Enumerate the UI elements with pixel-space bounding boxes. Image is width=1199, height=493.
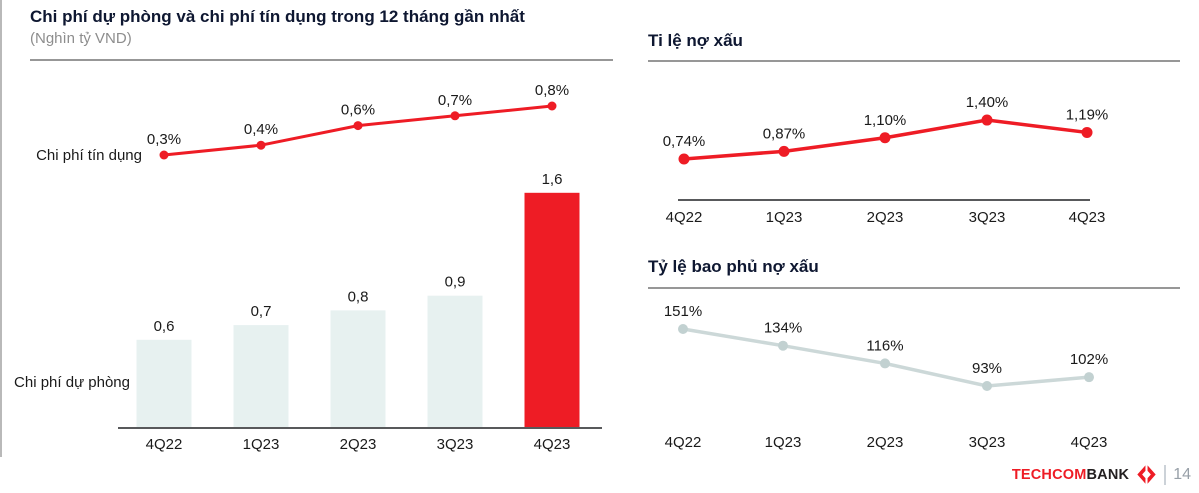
svg-npl-point [981, 114, 993, 126]
svg-npl-value-label: 1,10% [864, 112, 907, 129]
bar-value-label: 0,9 [445, 274, 466, 291]
svg-cov-point [1084, 372, 1094, 383]
provision-bar [136, 339, 192, 428]
credit-cost-point [159, 150, 169, 160]
line-value-label: 0,3% [147, 131, 181, 148]
provision-series-label: Chi phí dự phòng [14, 374, 130, 391]
x-axis-label: 4Q23 [1071, 434, 1108, 451]
x-axis-label: 2Q23 [867, 434, 904, 451]
credit-cost-series-label: Chi phí tín dụng [36, 147, 142, 164]
x-axis-label: 2Q23 [340, 436, 377, 453]
footer-divider [1164, 464, 1167, 485]
svg-cov-value-label: 151% [664, 303, 702, 320]
x-axis-label: 2Q23 [867, 209, 904, 226]
svg-cov-point [982, 381, 992, 392]
provision-bar [233, 325, 289, 428]
svg-cov-value-label: 116% [866, 337, 903, 354]
svg-npl-value-label: 1,40% [966, 94, 1009, 111]
svg-cov-value-label: 93% [972, 360, 1002, 377]
provision-bar [427, 295, 483, 428]
line-value-label: 0,7% [438, 92, 472, 109]
left-title-rule [30, 59, 613, 61]
line-value-label: 0,6% [341, 102, 375, 119]
x-axis-label: 4Q23 [1069, 209, 1106, 226]
brand-techcom: TECHCOM [1011, 466, 1087, 483]
bar-value-label: 0,8 [348, 288, 369, 305]
line-value-label: 0,8% [535, 82, 569, 99]
left-chart-header: Chi phí dự phòng và chi phí tín dụng tro… [30, 6, 615, 47]
x-axis-label: 3Q23 [969, 434, 1006, 451]
svg-cov-value-label: 134% [764, 320, 802, 337]
svg-npl-value-label: 1,19% [1066, 106, 1109, 123]
brand-wordmark: TECHCOMBANK [1012, 467, 1129, 483]
slide-left-border [0, 0, 2, 457]
x-axis-label: 1Q23 [243, 436, 280, 453]
svg-cov-value-label: 102% [1070, 351, 1108, 368]
bar-value-label: 0,6 [154, 318, 175, 335]
npl-title-rule [648, 60, 1180, 62]
npl-coverage-chart: 151% 134% 116% 93% 102% 4Q22 1Q23 2Q23 3Q23 4Q23 [664, 303, 1108, 451]
x-axis-label: 4Q23 [534, 436, 571, 453]
x-axis-label: 3Q23 [437, 436, 474, 453]
techcombank-diamond-icon [1137, 465, 1156, 484]
provision-bar [330, 310, 386, 428]
credit-cost-point [547, 101, 557, 111]
svg-npl-point [879, 132, 891, 144]
svg-npl-value-label: 0,87% [763, 125, 806, 142]
coverage-title-rule [648, 287, 1180, 289]
bar-value-label: 0,7 [251, 303, 272, 320]
svg-npl-point [678, 153, 690, 165]
x-axis-label: 4Q22 [146, 436, 183, 453]
footer: TECHCOMBANK 14 [1012, 464, 1191, 485]
left-chart-subtitle: (Nghìn tỷ VND) [30, 30, 132, 48]
provision-credit-cost-chart: 0,6 0,7 0,8 0,9 1,6 4Q22 1Q23 2Q23 3Q23 4Q23 0,3% 0… [14, 82, 602, 453]
x-axis-label: 4Q22 [666, 209, 703, 226]
svg-cov-point [880, 358, 890, 369]
svg-npl-point [778, 145, 790, 157]
page-number: 14 [1173, 465, 1191, 483]
x-axis-label: 3Q23 [969, 209, 1006, 226]
svg-npl-point [1081, 126, 1093, 138]
line-value-label: 0,4% [244, 121, 278, 138]
svg-cov-point [678, 324, 688, 334]
brand-bank: BANK [1086, 466, 1130, 483]
x-axis-label: 4Q22 [665, 434, 702, 451]
credit-cost-point [450, 111, 460, 121]
npl-chart-title: Ti lệ nợ xấu [648, 31, 743, 50]
bar-value-label: 1,6 [542, 171, 563, 188]
x-axis-label: 1Q23 [765, 434, 802, 451]
npl-ratio-chart: 0,74% 0,87% 1,10% 1,40% 1,19% 4Q22 1Q23 2Q23 3Q2… [663, 94, 1109, 226]
provision-bar [524, 192, 580, 428]
svg-cov-point [778, 340, 788, 351]
svg-npl-value-label: 0,74% [663, 133, 706, 150]
left-chart-title: Chi phí dự phòng và chi phí tín dụng tro… [30, 7, 525, 26]
credit-cost-point [256, 140, 266, 150]
x-axis-label: 1Q23 [766, 209, 803, 226]
coverage-chart-title: Tỷ lệ bao phủ nợ xấu [648, 257, 819, 276]
credit-cost-point [353, 121, 363, 131]
